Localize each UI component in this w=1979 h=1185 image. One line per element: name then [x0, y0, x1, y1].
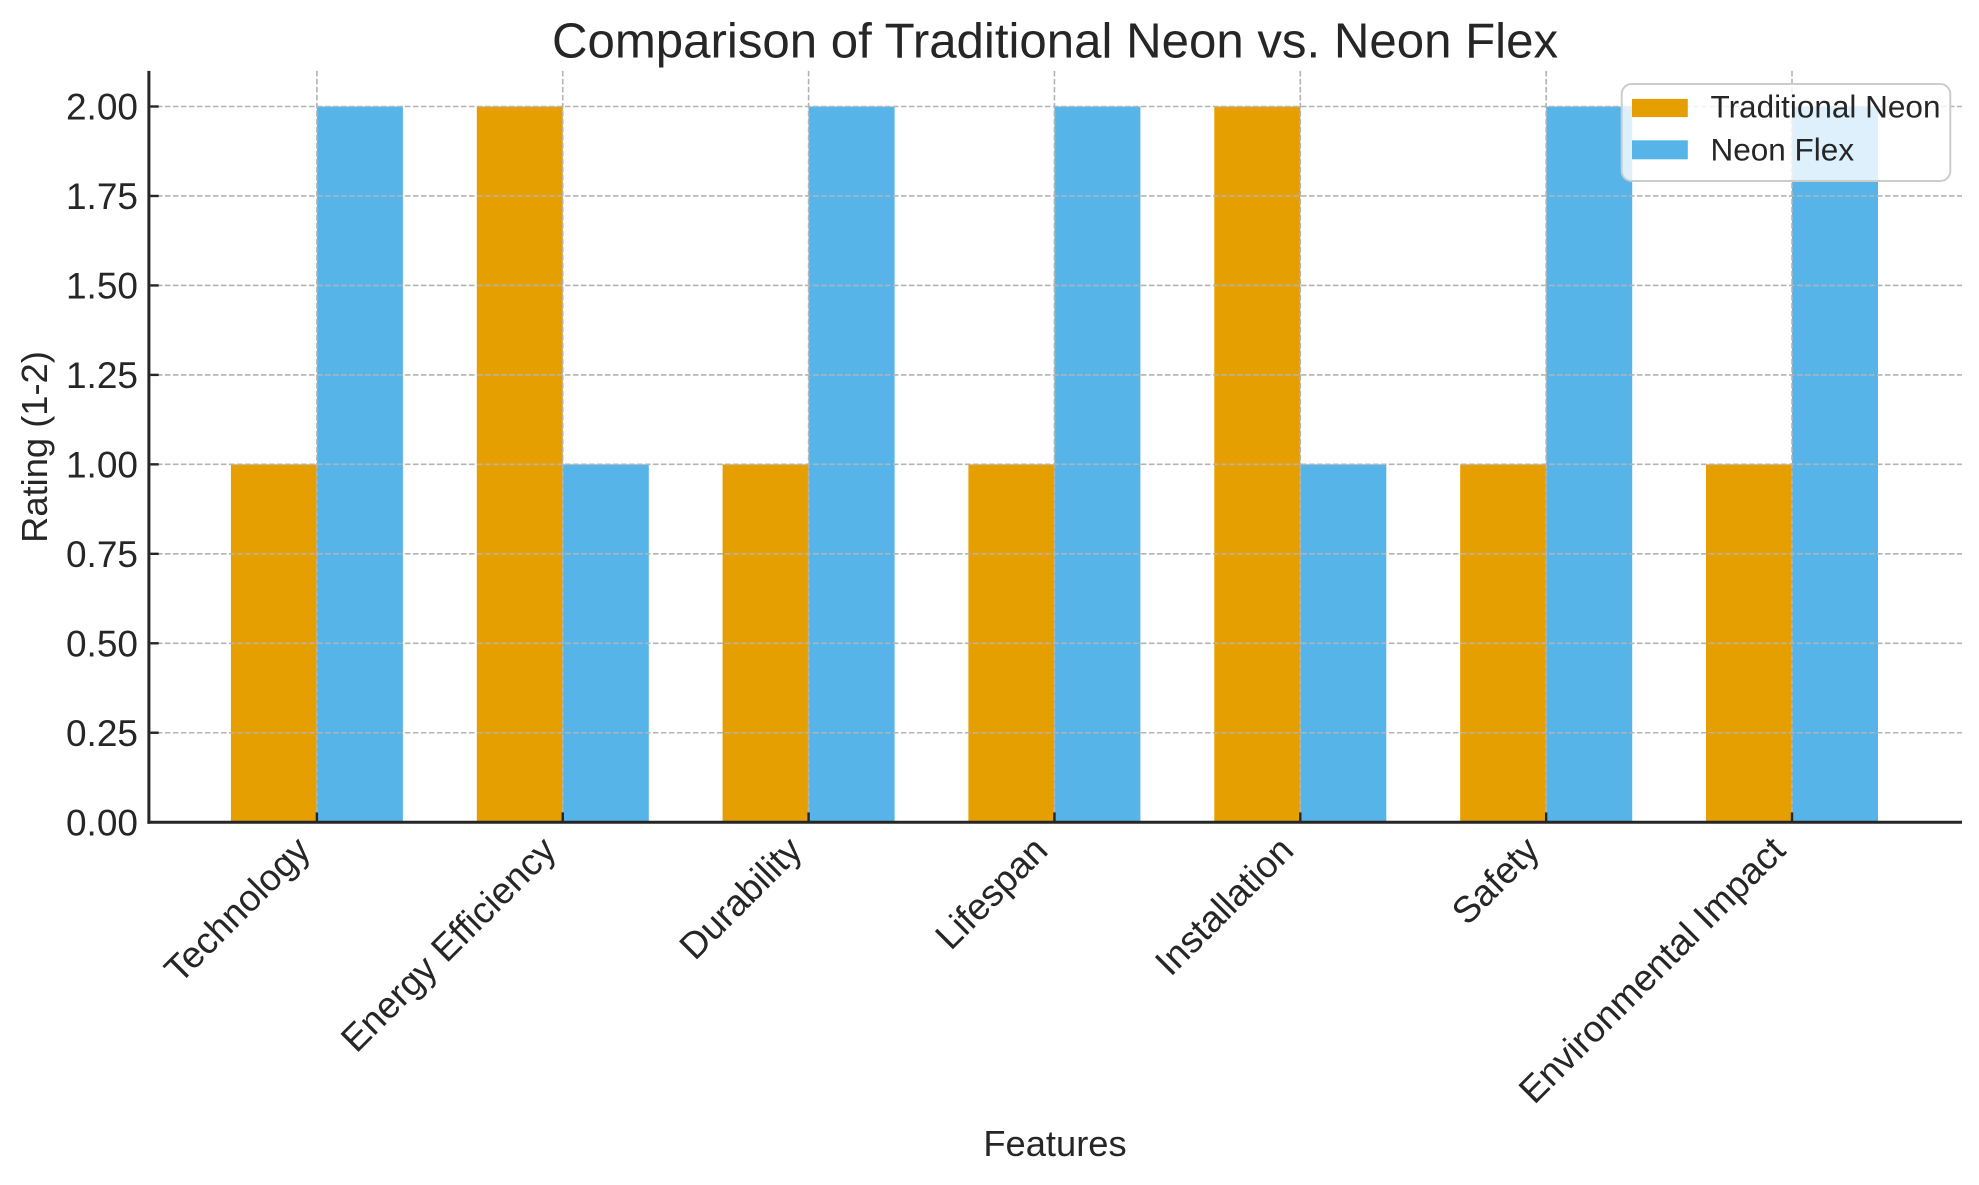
svg-text:1.75: 1.75 [66, 176, 138, 217]
svg-text:0.75: 0.75 [66, 534, 138, 575]
svg-text:1.50: 1.50 [66, 266, 138, 307]
svg-text:Comparison of Traditional Neon: Comparison of Traditional Neon vs. Neon … [552, 14, 1558, 69]
svg-text:Rating (1-2): Rating (1-2) [14, 351, 55, 543]
svg-text:0.00: 0.00 [66, 802, 138, 843]
svg-text:1.25: 1.25 [66, 355, 138, 396]
svg-text:0.25: 0.25 [66, 713, 138, 754]
svg-text:2.00: 2.00 [66, 87, 138, 128]
svg-text:Traditional Neon: Traditional Neon [1711, 89, 1941, 125]
svg-text:Features: Features [983, 1123, 1126, 1164]
svg-text:1.00: 1.00 [66, 445, 138, 486]
svg-text:0.50: 0.50 [66, 624, 138, 665]
svg-text:Neon Flex: Neon Flex [1711, 132, 1855, 168]
